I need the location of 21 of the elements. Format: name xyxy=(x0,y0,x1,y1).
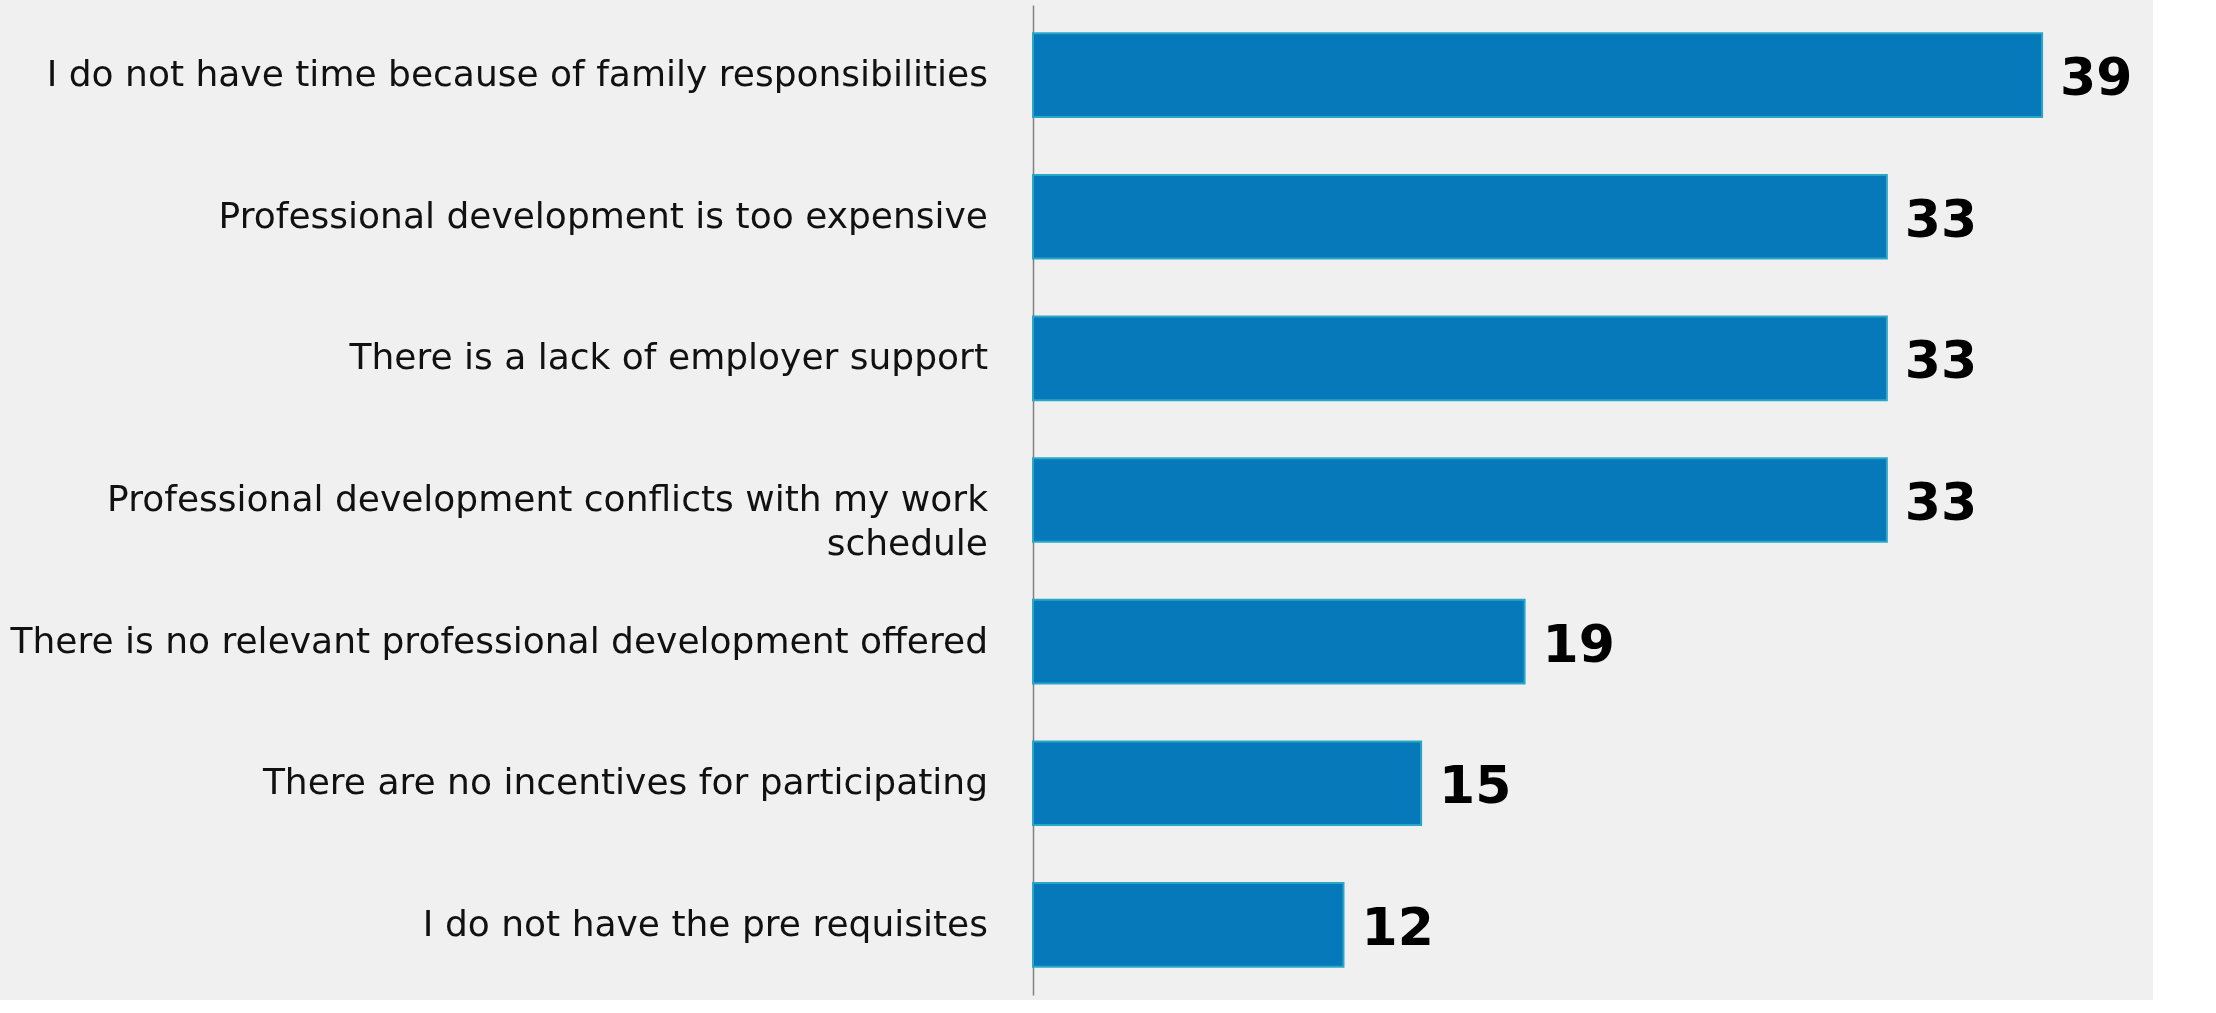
y-tick-label: Professional development is too expensive xyxy=(218,194,988,236)
data-label: 15 xyxy=(1439,755,1512,816)
bar xyxy=(1032,32,2044,118)
bar xyxy=(1032,315,1888,402)
bar xyxy=(1032,598,1526,685)
bar xyxy=(1032,740,1423,827)
y-tick-label: There is no relevant professional development offered xyxy=(9,619,988,661)
data-label: 39 xyxy=(2060,47,2133,108)
bar xyxy=(1032,173,1888,260)
y-tick-label: I do not have time because of family responsibilities xyxy=(46,53,988,95)
bar xyxy=(1032,457,1888,543)
data-label: 33 xyxy=(1904,188,1978,249)
data-label: 33 xyxy=(1904,330,1978,391)
data-label: 33 xyxy=(1904,472,1978,532)
data-label: 12 xyxy=(1361,896,1434,957)
bar xyxy=(1032,882,1345,968)
data-label: 19 xyxy=(1542,613,1615,674)
y-tick-label: There is a lack of employer support xyxy=(348,336,988,378)
y-tick-label: There are no incentives for participating xyxy=(261,761,988,803)
y-tick-label: I do not have the pre requisites xyxy=(422,902,988,944)
y-tick-label: Professional development conflicts with my work schedule xyxy=(107,478,989,563)
